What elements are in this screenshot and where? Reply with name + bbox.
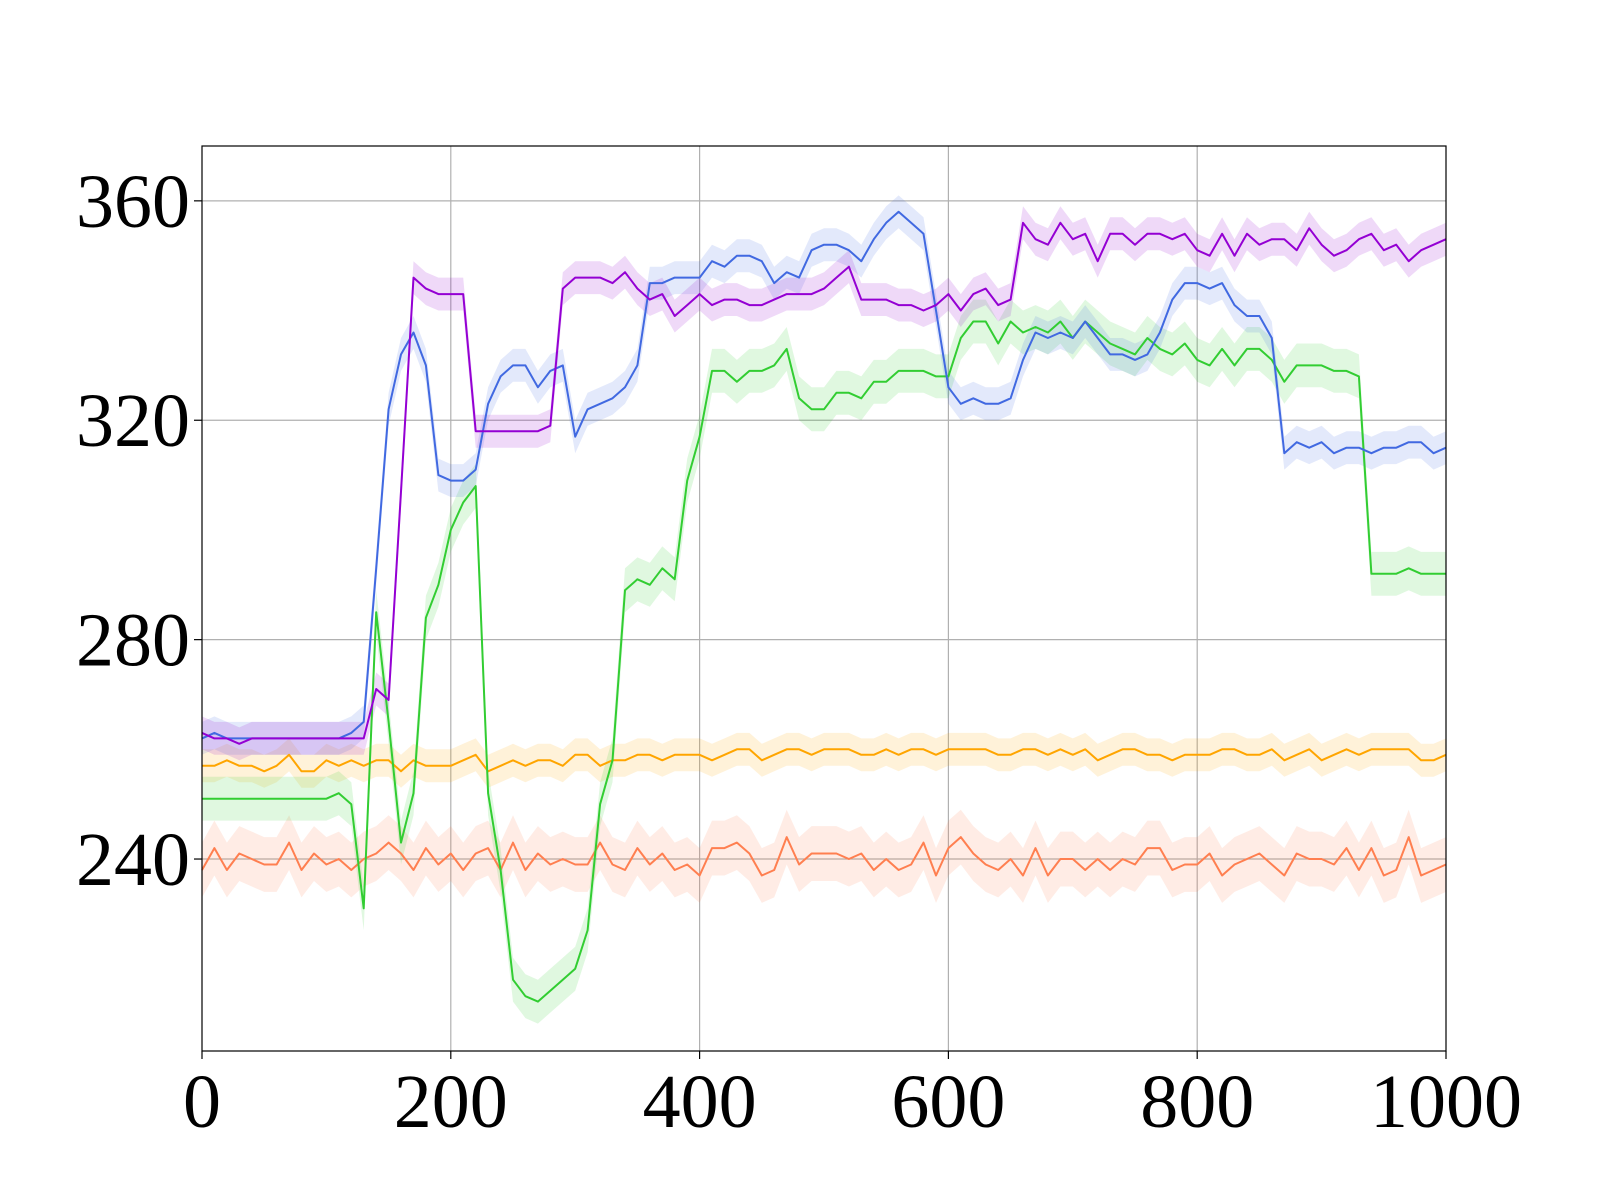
x-tick-label-0: 0 [183, 1060, 221, 1144]
series-lines [201, 210, 1447, 1003]
series-3-band [202, 195, 1446, 755]
confidence-bands [202, 195, 1446, 1024]
y-tick-label-2: 320 [76, 379, 190, 463]
y-tick-label-0: 240 [76, 818, 190, 902]
gridlines [202, 146, 1446, 1051]
x-tick-label-5: 1000 [1370, 1060, 1522, 1144]
axes-frame [201, 145, 1447, 1052]
x-tick-label-1: 200 [394, 1060, 508, 1144]
series-1-line [202, 748, 1447, 773]
series-2-line [202, 320, 1446, 1003]
series-0-band [202, 809, 1446, 903]
x-tick-label-3: 600 [891, 1060, 1005, 1144]
x-axis-ticks: 0 200 400 600 800 1000 [183, 1051, 1522, 1144]
series-0-line [201, 836, 1447, 877]
x-tick-label-2: 400 [643, 1060, 757, 1144]
series-2-band [202, 299, 1446, 1024]
y-tick-label-1: 280 [76, 599, 190, 683]
y-axis-ticks: 240 280 320 360 [76, 160, 202, 902]
y-tick-label-3: 360 [76, 160, 190, 244]
series-4-line [201, 221, 1447, 745]
x-tick-label-4: 800 [1140, 1060, 1254, 1144]
series-1-band [202, 732, 1446, 788]
